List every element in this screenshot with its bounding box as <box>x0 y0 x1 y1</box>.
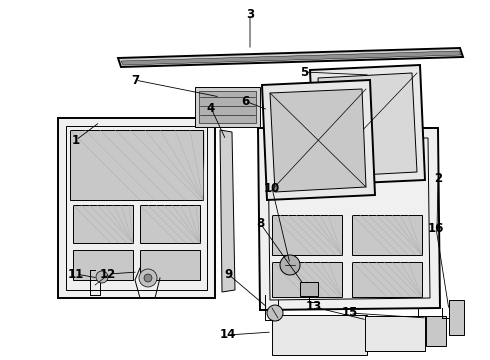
Polygon shape <box>70 130 203 200</box>
Polygon shape <box>121 51 461 65</box>
Bar <box>199 91 256 123</box>
Polygon shape <box>220 130 235 292</box>
Bar <box>352 215 422 255</box>
Text: 13: 13 <box>306 301 322 314</box>
Polygon shape <box>270 89 366 192</box>
Text: 6: 6 <box>241 95 249 108</box>
Bar <box>73 205 133 243</box>
Bar <box>140 205 200 243</box>
Circle shape <box>139 269 157 287</box>
Bar <box>352 262 422 297</box>
Text: 3: 3 <box>246 8 254 21</box>
Bar <box>73 250 133 280</box>
Text: 16: 16 <box>428 221 444 234</box>
Polygon shape <box>310 65 425 185</box>
Text: 5: 5 <box>300 66 308 78</box>
Text: 14: 14 <box>220 328 236 342</box>
Bar <box>140 250 200 280</box>
Circle shape <box>280 255 300 275</box>
Text: 7: 7 <box>131 73 139 86</box>
Polygon shape <box>318 73 417 177</box>
Bar <box>195 87 260 127</box>
Bar <box>272 215 342 255</box>
Polygon shape <box>58 118 215 298</box>
Bar <box>449 300 464 335</box>
Circle shape <box>267 305 283 321</box>
Text: 2: 2 <box>434 171 442 185</box>
Polygon shape <box>258 128 440 310</box>
Text: 11: 11 <box>68 267 84 280</box>
Circle shape <box>96 271 108 283</box>
Bar <box>426 316 446 346</box>
Text: 12: 12 <box>100 267 116 280</box>
Text: 1: 1 <box>72 134 80 147</box>
Text: 9: 9 <box>224 267 232 280</box>
Text: 8: 8 <box>256 216 264 230</box>
Bar <box>272 262 342 297</box>
Polygon shape <box>118 48 463 67</box>
Bar <box>300 282 318 296</box>
Text: 4: 4 <box>207 102 215 114</box>
Polygon shape <box>262 80 375 200</box>
Text: 15: 15 <box>342 306 358 320</box>
Text: 10: 10 <box>264 181 280 194</box>
Circle shape <box>144 274 152 282</box>
Bar <box>272 315 367 355</box>
Bar <box>365 316 425 351</box>
